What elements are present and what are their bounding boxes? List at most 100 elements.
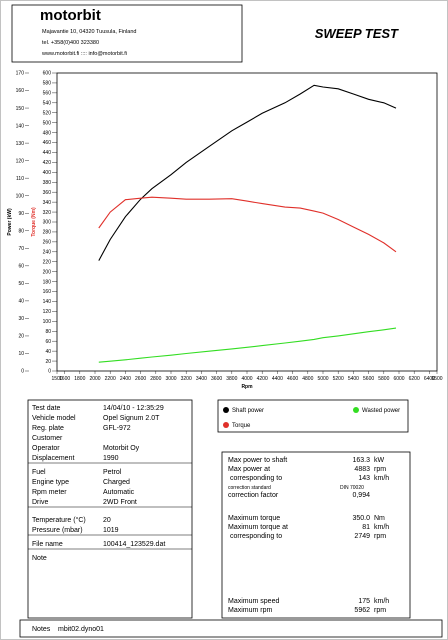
result-value: 4883 [354,466,370,473]
info-label: Customer [32,435,63,442]
info-box [27,399,193,619]
x-tick-label: 4600 [287,376,298,382]
result-unit: rpm [374,466,386,473]
y-tick-label: 70 [18,246,24,252]
phone: tel. +358(0)400 323380 [42,40,99,46]
x-axis-label: Rpm [241,384,253,390]
result-label: corresponding to [228,475,282,482]
y-tick-label: 60 [18,264,24,270]
info-label: Temperature (°C) [32,516,86,524]
info-value: 2WD Front [103,499,137,506]
x-tick-label: 3400 [196,376,207,382]
info-value: 100414_123529.dat [103,541,165,548]
y2-tick-label: 200 [43,269,52,275]
y-tick-label: 150 [16,106,25,112]
result-label: correction standard [228,485,271,491]
x-tick-label: 5600 [363,376,374,382]
result-unit: rpm [374,607,386,614]
y2-tick-label: 400 [43,170,52,176]
y-tick-label: 10 [18,351,24,357]
result-unit: km/h [374,524,389,531]
logo: motorbit [40,7,101,24]
y-tick-label: 170 [16,71,25,77]
legend-swatch [223,407,229,413]
legend-swatch [353,407,359,413]
info-label: Vehicle model [32,415,76,422]
y-tick-label: 100 [16,193,25,199]
y2-tick-label: 500 [43,120,52,126]
y-axis-label: Power (kW) [7,208,13,236]
x-tick-label: 4000 [241,376,252,382]
x-tick-label: 2000 [89,376,100,382]
x-tick-label: 2400 [120,376,131,382]
y2-tick-label: 140 [43,299,52,305]
result-unit: rpm [374,533,386,540]
y2-tick-label: 340 [43,200,52,206]
y-tick-label: 90 [18,211,24,217]
info-value: 20 [103,517,111,524]
web: www.motorbit.fi :::: info@motorbit.fi [41,51,127,57]
series-line [98,196,397,253]
result-value: 2749 [354,533,370,540]
y2-tick-label: 240 [43,250,52,256]
x-tick-label: 3000 [165,376,176,382]
y-tick-label: 20 [18,334,24,340]
y2-tick-label: 100 [43,319,52,325]
result-value: 143 [358,475,370,482]
info-label: Test date [32,405,61,412]
x-tick-label: 5200 [333,376,344,382]
y-tick-label: 80 [18,228,24,234]
y2-tick-label: 60 [45,339,51,345]
legend-label: Shaft power [232,408,264,414]
notes-value: mbit02.dyno01 [58,626,104,633]
result-unit: Nm [374,515,385,522]
y-tick-label: 130 [16,141,25,147]
y2-tick-label: 540 [43,101,52,107]
notes-label: Notes [32,626,51,633]
header-box [11,4,243,63]
info-value: 1019 [103,527,119,534]
y-tick-label: 110 [16,176,24,182]
notes-box [19,619,443,638]
y2-tick-label: 460 [43,140,52,146]
y2-tick-label: 360 [43,190,52,196]
y2-tick-label: 220 [43,259,52,265]
x-tick-label: 2600 [135,376,146,382]
y2-tick-label: 40 [45,349,51,355]
y2-tick-label: 180 [43,279,52,285]
x-tick-label: 1600 [59,376,70,382]
info-label: File name [32,541,63,548]
y2-tick-label: 280 [43,230,52,236]
info-value: Automatic [103,489,135,496]
info-value: 1990 [103,455,119,462]
address: Majavantie 10, 04320 Tuusula, Finland [42,29,136,35]
y2-tick-label: 420 [43,160,52,166]
info-label: Drive [32,499,48,506]
x-tick-label: 6200 [409,376,420,382]
info-label: Operator [32,445,60,452]
info-value: Opel Signum 2.0T [103,415,160,422]
result-unit: DIN 70020 [340,485,364,491]
x-tick-label: 4800 [302,376,313,382]
result-label: corresponding to [228,533,282,540]
info-label: Pressure (mbar) [32,527,83,534]
legend-label: Torque [232,423,251,429]
legend-swatch [223,422,229,428]
info-value: Motorbit Oy [103,445,140,452]
y2-tick-label: 600 [43,71,52,77]
y2-tick-label: 300 [43,220,52,226]
y2-tick-label: 440 [43,150,52,156]
x-tick-label: 6400 [424,376,435,382]
result-label: Max power to shaft [228,457,287,464]
y2-tick-label: 0 [48,369,51,375]
result-label: Maximum torque at [228,524,288,531]
x-tick-label: 1500 [51,376,62,382]
y2-tick-label: 120 [43,309,52,315]
series-line [98,84,397,261]
y-tick-label: 30 [18,316,24,322]
result-unit: km/h [374,598,389,605]
y-tick-label: 40 [18,299,24,305]
x-tick-label: 6500 [431,376,442,382]
y2-tick-label: 480 [43,130,52,136]
